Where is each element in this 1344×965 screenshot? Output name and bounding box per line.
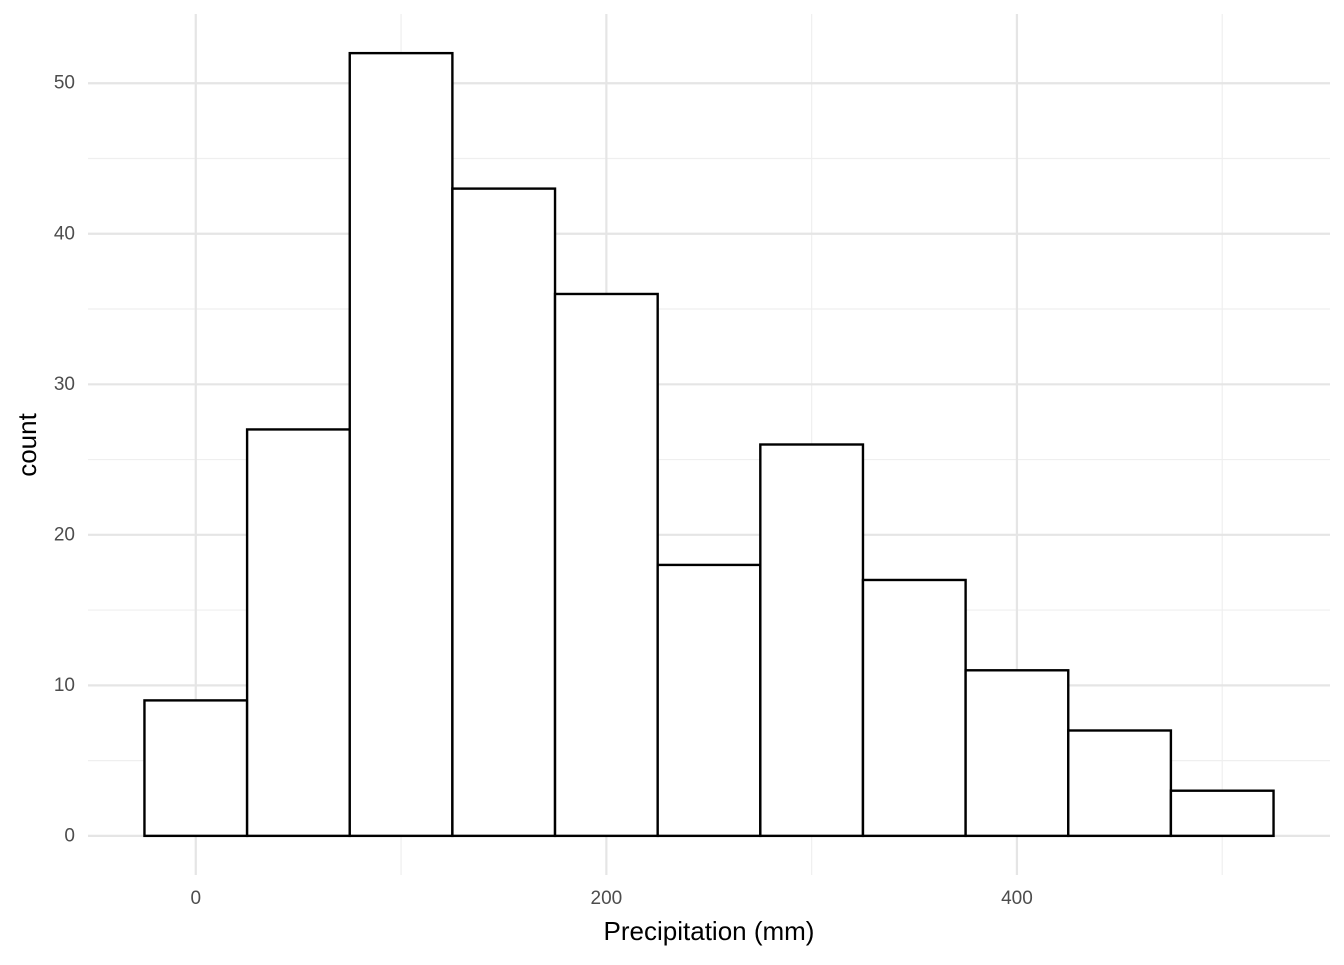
y-axis-title: count bbox=[12, 412, 42, 476]
y-tick-label: 30 bbox=[54, 374, 75, 395]
y-tick-label: 10 bbox=[54, 675, 75, 696]
histogram-bar bbox=[1067, 729, 1173, 838]
histogram-bar bbox=[759, 443, 865, 838]
y-tick-label: 40 bbox=[54, 223, 75, 244]
y-tick-label: 20 bbox=[54, 524, 75, 545]
x-axis-tick-labels: 0 200 400 bbox=[190, 888, 1032, 909]
y-tick-label: 0 bbox=[64, 825, 75, 846]
x-tick-label: 0 bbox=[190, 888, 201, 909]
x-axis-title: Precipitation (mm) bbox=[604, 916, 815, 946]
histogram-bar bbox=[1169, 789, 1275, 838]
histogram-bars bbox=[143, 51, 1275, 838]
histogram-bar bbox=[348, 51, 454, 838]
x-tick-label: 200 bbox=[591, 888, 623, 909]
histogram-bar bbox=[861, 578, 967, 838]
x-tick-label: 400 bbox=[1001, 888, 1033, 909]
histogram-bar bbox=[451, 187, 557, 838]
y-axis-tick-labels: 0 10 20 30 40 50 bbox=[54, 73, 75, 847]
histogram-bar bbox=[143, 699, 249, 838]
histogram-bar bbox=[553, 292, 659, 838]
histogram-bar bbox=[245, 428, 351, 838]
histogram-bar bbox=[656, 563, 762, 838]
histogram-bar bbox=[964, 669, 1070, 838]
y-tick-label: 50 bbox=[54, 73, 75, 94]
